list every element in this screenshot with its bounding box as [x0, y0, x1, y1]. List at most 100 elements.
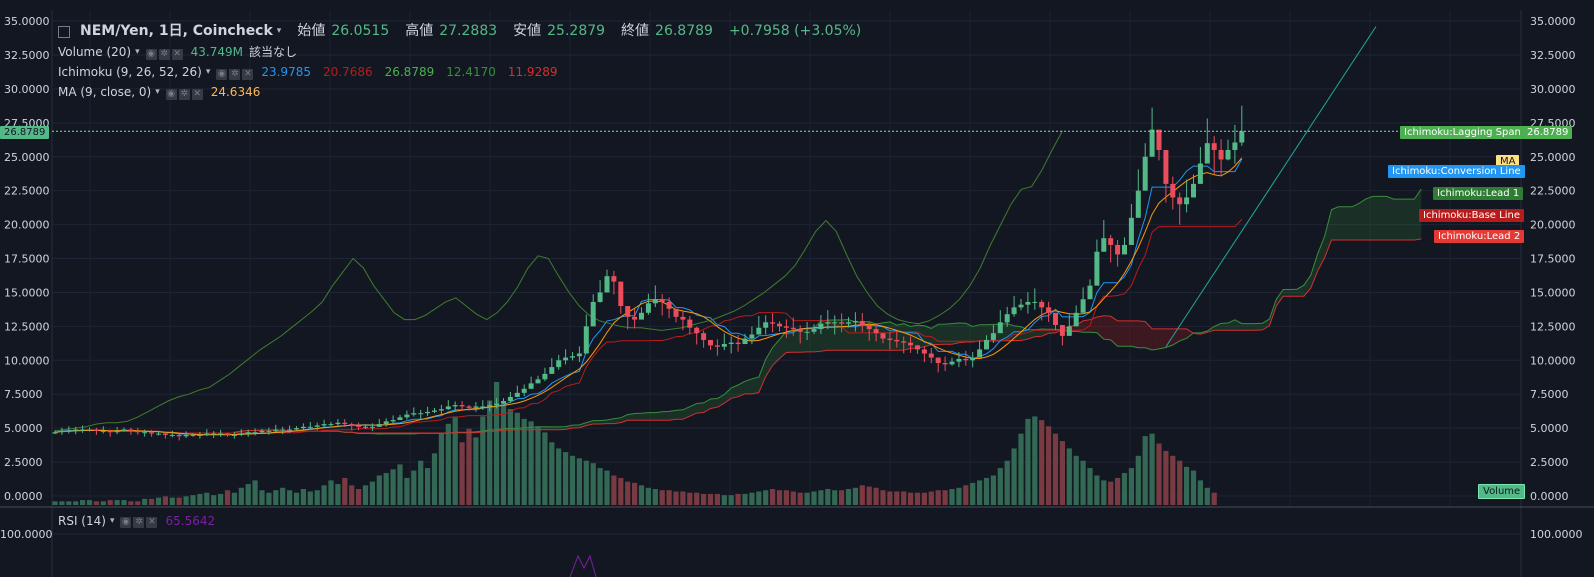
volume-bar [142, 498, 148, 505]
volume-bar [528, 421, 534, 505]
chevron-down-icon[interactable]: ▾ [155, 87, 160, 97]
cloud-segment [917, 325, 925, 349]
trendline [1165, 26, 1377, 348]
lead2-value: 11.9289 [507, 65, 558, 79]
ichimoku-indicator-name[interactable]: Ichimoku (9, 26, 52, 26) [58, 65, 202, 79]
volume-bar [480, 416, 486, 505]
candle-body [866, 325, 872, 330]
candle-body [521, 388, 527, 393]
cloud-segment [1221, 322, 1228, 331]
cloud-segment [738, 381, 745, 397]
volume-bar [845, 489, 852, 505]
chevron-down-icon[interactable]: ▾ [205, 67, 211, 77]
volume-bar [1018, 433, 1024, 505]
cloud-segment [903, 323, 911, 351]
symbol-header: NEM/Yen, 1日, Coincheck ▾ 始値 26.0515 高値 27.… [58, 20, 861, 42]
cloud-segment [682, 406, 690, 420]
gear-icon[interactable]: ✲ [178, 89, 190, 100]
cloud-segment [1138, 320, 1146, 348]
price-tick-label-right: 30.0000 [1530, 83, 1576, 96]
close-icon[interactable]: ✕ [191, 89, 203, 100]
chevron-down-icon[interactable]: ▾ [276, 26, 282, 36]
cloud-segment [834, 320, 842, 351]
cloud-segment [1297, 285, 1304, 297]
volume-bar [583, 460, 589, 505]
volume-bar [390, 469, 396, 505]
cloud-segment [655, 411, 663, 421]
lagging-span-tag: Ichimoku:Lagging Span [1400, 126, 1525, 139]
candle-body [197, 434, 203, 436]
volume-bar [418, 460, 424, 505]
candle-body [376, 424, 382, 427]
visibility-icon[interactable]: ◉ [216, 69, 228, 80]
volume-bar [356, 489, 362, 505]
volume-bar [997, 468, 1003, 505]
volume-bar [811, 491, 817, 505]
volume-bar [728, 495, 734, 505]
gear-icon[interactable]: ✲ [133, 517, 145, 528]
volume-indicator-name[interactable]: Volume (20) [58, 45, 132, 59]
close-label: 終値 [621, 23, 650, 39]
volume-bar [604, 470, 610, 505]
candle-body [121, 429, 127, 431]
candle-body [135, 430, 141, 433]
lagging-value: 26.8789 [384, 65, 435, 79]
candle-body [1177, 197, 1183, 205]
cloud-segment [1179, 328, 1187, 341]
cloud-segment [1400, 199, 1408, 240]
volume-bar [183, 496, 189, 505]
volume-bar [1059, 441, 1065, 505]
rsi-indicator-name[interactable]: RSI (14) [58, 513, 106, 528]
rsi-tick-label-left: 100.0000 [0, 528, 53, 541]
volume-bar [542, 432, 548, 505]
volume-bar [963, 485, 969, 505]
volume-bar [1087, 468, 1093, 505]
chevron-down-icon[interactable]: ▾ [135, 47, 140, 57]
volume-bar [1004, 460, 1010, 505]
collapse-icon[interactable] [58, 26, 70, 38]
volume-bar [521, 418, 527, 505]
symbol-title[interactable]: NEM/Yen, 1日, Coincheck [80, 23, 273, 39]
candle-body [1149, 129, 1155, 157]
gear-icon[interactable]: ✲ [229, 69, 241, 80]
cloud-segment [1152, 328, 1159, 350]
candle-body [114, 430, 120, 433]
candle-body [535, 379, 541, 384]
close-icon[interactable]: ✕ [146, 517, 158, 528]
gear-icon[interactable]: ✲ [158, 49, 170, 60]
ma-indicator-name[interactable]: MA (9, close, 0) [58, 85, 152, 99]
volume-bar [369, 481, 375, 505]
candle-body [763, 322, 769, 328]
volume-bar [162, 496, 168, 505]
cloud-segment [1110, 316, 1118, 347]
cloud-segment [1186, 328, 1194, 339]
candle-body [1232, 142, 1238, 150]
visibility-icon[interactable]: ◉ [145, 49, 157, 60]
close-icon[interactable]: ✕ [171, 49, 183, 60]
candle-body [1211, 143, 1217, 150]
volume-bar [135, 501, 141, 505]
candle-body [1046, 307, 1052, 313]
volume-bar [211, 495, 217, 505]
right-price-axis: 35.000032.500030.000027.500025.000022.50… [1530, 15, 1583, 541]
chart-overlays [52, 26, 1521, 577]
cloud-segment [1372, 196, 1380, 240]
cloud-segment [745, 378, 752, 394]
volume-bar [397, 464, 403, 505]
volume-bar [500, 404, 507, 505]
close-icon[interactable]: ✕ [242, 69, 254, 80]
visibility-icon[interactable]: ◉ [165, 89, 177, 100]
cloud-segment [1386, 196, 1394, 240]
price-tick-label-left: 7.5000 [4, 388, 43, 401]
volume-bar [1115, 477, 1121, 505]
cloud-segment [958, 322, 966, 343]
volume-bar [756, 491, 762, 505]
cloud-segment [1352, 203, 1360, 240]
candle-body [708, 339, 713, 346]
candle-body [280, 429, 286, 431]
visibility-icon[interactable]: ◉ [120, 517, 132, 528]
price-tick-label-right: 0.0000 [1530, 490, 1569, 503]
candle-body [1025, 301, 1031, 305]
chevron-down-icon[interactable]: ▾ [109, 515, 115, 526]
